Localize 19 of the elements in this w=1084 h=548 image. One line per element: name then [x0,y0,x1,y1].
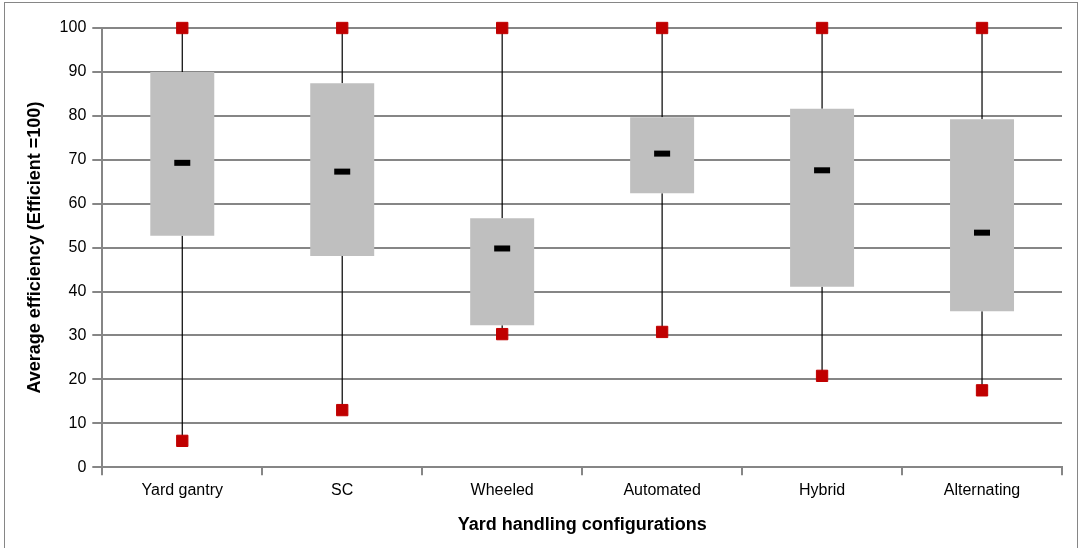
y-tick-label: 80 [68,106,87,124]
y-axis-title: Average efficiency (Efficient =100) [23,101,44,394]
y-tick-label: 10 [68,413,87,431]
x-tick-label: Alternating [943,481,1021,499]
y-tick-label: 0 [77,457,87,475]
y-tick-label: 70 [68,150,87,168]
y-tick-label: 90 [68,62,87,80]
y-tick-label: 30 [68,325,87,343]
x-axis-title: Yard handling configurations [457,514,707,535]
x-tick-label: Hybrid [798,481,846,499]
y-tick-label: 60 [68,194,87,212]
x-tick-label: SC [331,481,354,499]
x-tick-label: Yard gantry [141,481,224,499]
y-tick-label: 50 [68,238,87,256]
x-tick-label: Wheeled [470,481,534,499]
x-tick-label: Automated [623,481,701,499]
y-tick-label: 100 [59,18,87,36]
y-tick-label: 20 [68,369,87,387]
y-tick-label: 40 [68,281,87,299]
